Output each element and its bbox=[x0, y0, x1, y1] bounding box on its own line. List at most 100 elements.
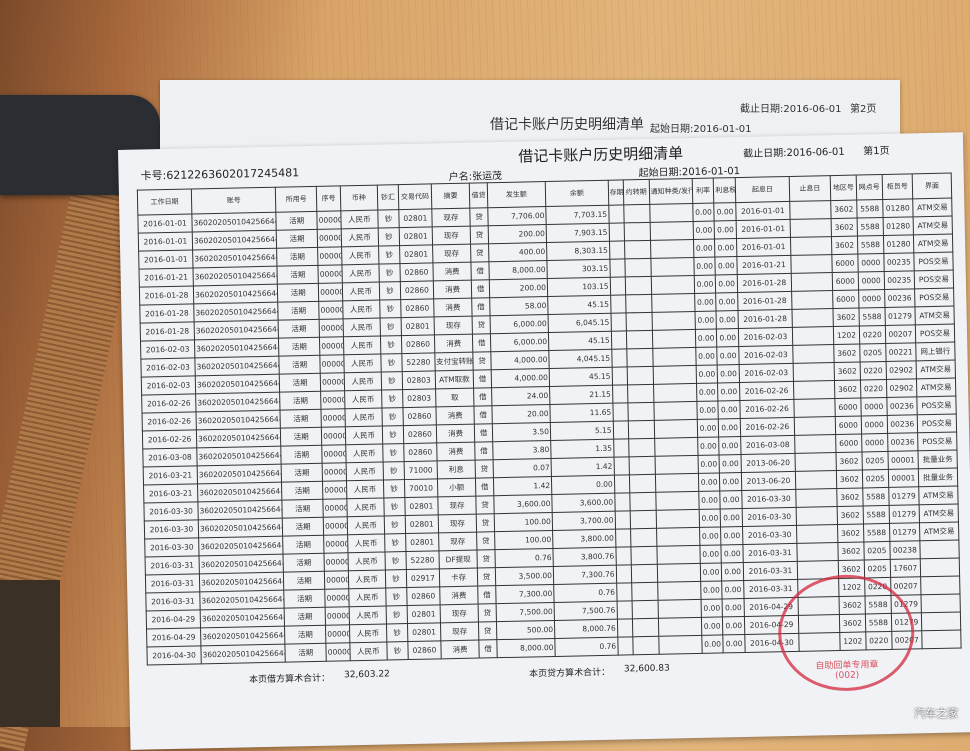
table-cell bbox=[654, 437, 698, 457]
table-cell bbox=[792, 344, 835, 364]
table-cell: 人民币 bbox=[348, 570, 386, 589]
table-cell: 3602020501042566441 bbox=[192, 230, 277, 250]
table-cell: 02860 bbox=[406, 586, 440, 606]
table-cell: 人民币 bbox=[344, 390, 382, 409]
table-cell: 0.00 bbox=[717, 364, 740, 383]
table-cell: 人民币 bbox=[346, 480, 384, 499]
table-cell bbox=[615, 546, 632, 566]
table-cell: 01279 bbox=[888, 486, 920, 506]
table-cell: 活期 bbox=[277, 301, 320, 321]
table-cell: 4,045.15 bbox=[548, 349, 612, 369]
table-cell: 0.00 bbox=[717, 346, 740, 365]
table-cell: 2016-03-30 bbox=[144, 519, 199, 540]
table-cell: 0.00 bbox=[720, 490, 743, 509]
table-cell: 0.00 bbox=[715, 256, 738, 276]
table-cell: 6000 bbox=[832, 272, 859, 291]
table-cell bbox=[631, 564, 658, 583]
table-cell: 01280 bbox=[882, 198, 914, 218]
column-header: 利率 bbox=[692, 178, 715, 204]
table-cell bbox=[628, 438, 655, 457]
table-cell: 贷 bbox=[475, 459, 494, 479]
table-cell: 1.35 bbox=[550, 439, 614, 459]
table-cell bbox=[653, 419, 698, 439]
table-cell: 02860 bbox=[403, 424, 437, 444]
dark-bag bbox=[0, 580, 60, 727]
table-cell bbox=[609, 240, 625, 260]
table-cell: 0000 bbox=[860, 397, 887, 416]
table-cell: 2013-06-20 bbox=[740, 453, 796, 473]
table-cell: 消费 bbox=[433, 298, 473, 317]
table-cell: 00207 bbox=[885, 324, 916, 344]
table-cell: 2016-01-01 bbox=[735, 201, 791, 221]
table-cell: 3602020501042566441 bbox=[196, 428, 281, 448]
table-cell: 活期 bbox=[281, 481, 324, 501]
table-cell: 0000 bbox=[857, 253, 884, 273]
table-cell: 500.00 bbox=[496, 620, 555, 640]
table-cell: 0.00 bbox=[699, 544, 722, 564]
table-cell: 人民币 bbox=[343, 336, 381, 355]
table-cell: 3602 bbox=[831, 218, 858, 237]
table-cell bbox=[625, 294, 652, 313]
account-holder: 户名:张运茂 bbox=[448, 170, 503, 184]
table-cell bbox=[796, 524, 838, 544]
column-header: 利息税 bbox=[713, 177, 736, 204]
table-cell: 6000 bbox=[835, 433, 862, 453]
table-cell bbox=[790, 218, 832, 238]
table-cell: 钞 bbox=[386, 623, 409, 642]
table-cell bbox=[791, 308, 834, 328]
table-cell bbox=[616, 600, 633, 620]
table-cell: 2016-01-01 bbox=[137, 213, 193, 234]
table-cell bbox=[612, 420, 629, 440]
table-cell: 17607 bbox=[890, 558, 921, 578]
table-cell: 11.65 bbox=[549, 403, 613, 423]
table-cell: 3602020501042566441 bbox=[194, 356, 280, 376]
table-cell: 钞 bbox=[378, 263, 401, 283]
table-cell: 2013-06-20 bbox=[741, 471, 796, 491]
table-cell: 贷 bbox=[478, 621, 497, 641]
table-cell: 3602 bbox=[836, 469, 863, 489]
table-cell: 钞 bbox=[380, 335, 403, 355]
table-cell: 1.42 bbox=[493, 476, 552, 496]
table-cell: 00000 bbox=[317, 246, 342, 266]
table-cell: 利息 bbox=[436, 460, 476, 479]
table-cell: 3602 bbox=[831, 236, 858, 255]
table-cell: 0.00 bbox=[721, 544, 744, 563]
table-cell: 2016-03-31 bbox=[145, 555, 200, 576]
table-cell: 人民币 bbox=[345, 426, 383, 445]
table-cell: 303.15 bbox=[546, 259, 610, 279]
table-cell: 活期 bbox=[280, 409, 322, 429]
table-cell: 批量业务 bbox=[917, 449, 958, 469]
table-cell: 人民币 bbox=[341, 264, 379, 283]
table-cell: POS交易 bbox=[917, 431, 957, 451]
table-cell bbox=[793, 380, 835, 400]
table-cell bbox=[614, 492, 630, 512]
table-cell: 活期 bbox=[280, 445, 323, 465]
table-cell: 02801 bbox=[399, 226, 433, 246]
table-cell: 0.00 bbox=[700, 562, 723, 582]
table-cell: ATM交易 bbox=[916, 378, 956, 397]
table-cell: 3,700.00 bbox=[552, 511, 616, 531]
table-cell: 0.00 bbox=[695, 364, 718, 384]
table-cell: 01279 bbox=[889, 522, 920, 542]
table-cell: 7,300.00 bbox=[495, 584, 555, 604]
table-cell: 2016-02-26 bbox=[740, 417, 795, 437]
table-cell: 1.42 bbox=[551, 457, 615, 477]
table-cell: 活期 bbox=[276, 229, 318, 249]
table-cell: 钞 bbox=[377, 227, 400, 247]
table-cell: 00000 bbox=[323, 534, 348, 554]
table-cell: 人民币 bbox=[343, 354, 381, 373]
table-cell: 2016-02-26 bbox=[739, 399, 795, 419]
credit-total-label: 本页贷方算术合计： bbox=[528, 667, 611, 680]
table-cell: 02801 bbox=[401, 316, 435, 336]
table-cell: 2016-04-30 bbox=[146, 645, 202, 665]
table-cell bbox=[615, 564, 632, 584]
table-cell bbox=[610, 294, 626, 314]
bank-seal-stamp: 自助回单专用章 (002) bbox=[777, 573, 916, 693]
table-cell: 3602020501042566441 bbox=[194, 320, 279, 340]
table-cell: 3602 bbox=[835, 451, 863, 471]
table-cell: 00000 bbox=[321, 408, 346, 428]
table-cell: 2016-01-01 bbox=[736, 237, 791, 257]
table-cell: POS交易 bbox=[914, 270, 954, 289]
table-cell: 人民币 bbox=[341, 228, 379, 247]
table-cell: 00236 bbox=[887, 432, 918, 452]
